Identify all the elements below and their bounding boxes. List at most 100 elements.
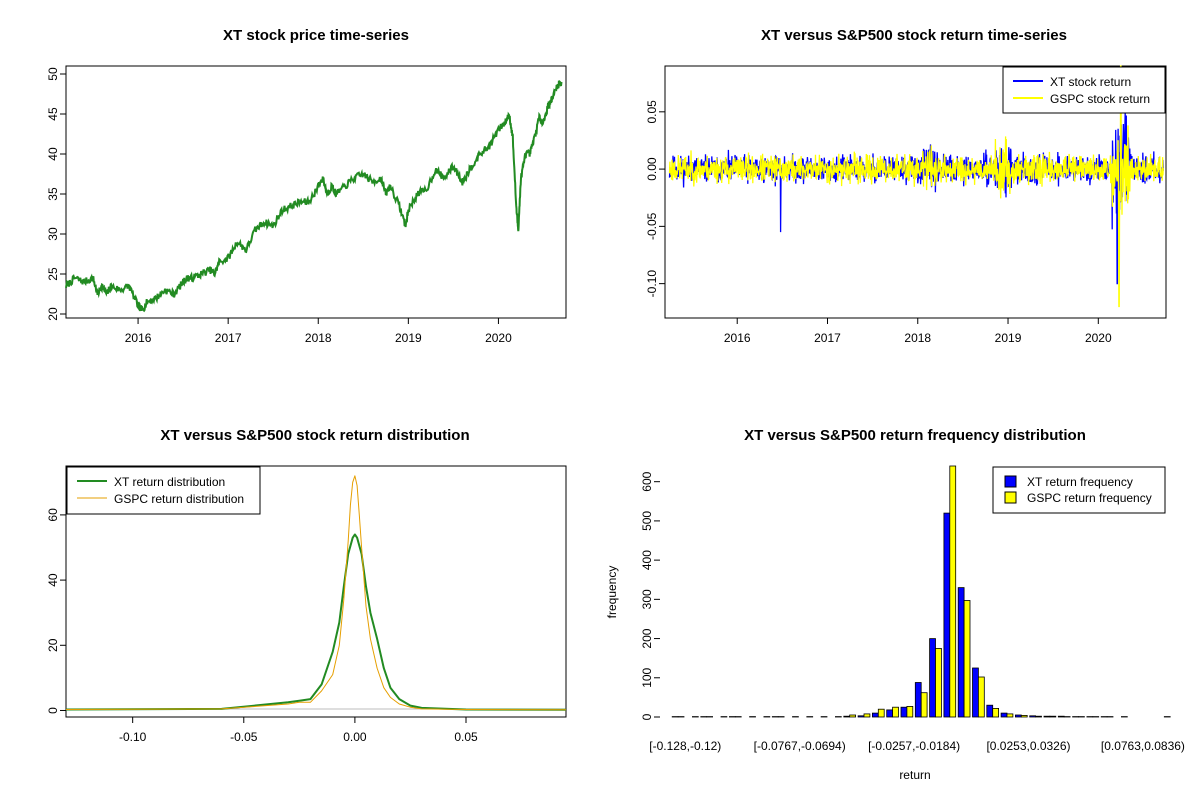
histogram-bar [892, 706, 899, 718]
y-axis: 0 100 200 300 400 500 600 [640, 471, 660, 720]
x-tick-label: [-0.0767,-0.0694) [754, 739, 846, 753]
x-tick-label: 2016 [724, 331, 751, 345]
legend-swatch [1004, 491, 1017, 504]
legend-box [1002, 66, 1166, 114]
y-axis: 20 25 30 35 40 45 50 [46, 67, 66, 321]
y-tick-label: 100 [640, 667, 654, 687]
histogram-bar [963, 600, 971, 718]
histogram-bar [1035, 715, 1042, 718]
histogram-bar [857, 715, 865, 718]
chart-title: XT versus S&P500 return frequency distri… [744, 427, 1086, 444]
histogram-bar [914, 682, 922, 718]
panel-price: XT stock price time-series 2016 2017 2018 2… [46, 27, 567, 345]
y-tick-label: 600 [640, 471, 654, 491]
x-tick-label: 0.05 [454, 730, 478, 744]
histogram-bar [1049, 715, 1057, 718]
y-tick-label: 500 [640, 511, 654, 531]
x-tick-label: 2019 [995, 331, 1022, 345]
x-axis: 2016 2017 2018 2019 2020 [125, 318, 512, 345]
density-series [65, 475, 567, 711]
x-tick-label: 2018 [904, 331, 931, 345]
histogram-bar [849, 714, 857, 718]
return-line [668, 110, 1164, 285]
y-tick-label: -0.05 [645, 212, 659, 240]
x-tick-label: [0.0253,0.0326) [986, 739, 1070, 753]
legend-box [66, 466, 261, 515]
histogram-bar [992, 708, 1000, 718]
histogram-bar [1000, 712, 1008, 718]
y-tick-label: 40 [46, 573, 60, 587]
x-tick-label: 2019 [395, 331, 422, 345]
legend-label: GSPC return distribution [114, 492, 244, 506]
y-tick-label: 0 [46, 707, 60, 714]
y-tick-label: -0.10 [645, 270, 659, 298]
y-axis: 0 20 40 60 [46, 508, 66, 714]
legend: XT return frequency GSPC return frequenc… [992, 466, 1166, 514]
return-series [668, 65, 1164, 308]
x-tick-label: -0.10 [119, 730, 147, 744]
density-line [65, 533, 567, 711]
legend: XT stock return GSPC stock return [1002, 66, 1166, 114]
chart-title: XT versus S&P500 stock return distributi… [160, 427, 469, 444]
x-axis: 2016 2017 2018 2019 2020 [724, 318, 1112, 345]
y-tick-label: 0.05 [645, 100, 659, 124]
x-tick-label: 2018 [305, 331, 332, 345]
histogram-bar [972, 667, 979, 718]
x-axis: -0.10 -0.05 0.00 0.05 [119, 717, 478, 744]
histogram-bar [978, 676, 985, 718]
x-tick-label: -0.05 [230, 730, 258, 744]
y-tick-label: 400 [640, 550, 654, 570]
legend-swatch [1004, 475, 1017, 488]
histogram-bar [986, 704, 994, 718]
histogram-bar [872, 712, 879, 718]
histogram-bar [949, 465, 957, 718]
plot-box [65, 65, 567, 319]
density-line [65, 475, 567, 711]
y-tick-label: 0.00 [645, 157, 659, 181]
y-tick-label: 300 [640, 589, 654, 609]
y-tick-label: 35 [46, 187, 60, 201]
x-tick-label: 0.00 [343, 730, 367, 744]
legend-label: XT return frequency [1027, 475, 1133, 489]
histogram-bar [935, 648, 942, 718]
price-series [65, 80, 563, 313]
y-tick-label: 30 [46, 227, 60, 241]
histogram-bar [1020, 715, 1028, 718]
histogram-bar [943, 512, 951, 718]
legend: XT return distribution GSPC return distr… [66, 466, 261, 515]
price-line [65, 80, 563, 313]
return-line [668, 65, 1164, 308]
histogram-bar [1029, 715, 1036, 718]
histogram-bar [1057, 715, 1065, 718]
histogram-bar [886, 709, 894, 718]
histogram-bar [843, 715, 851, 718]
histogram-bar [877, 708, 885, 718]
y-tick-label: 50 [46, 67, 60, 81]
panel-density: XT versus S&P500 stock return distributi… [46, 427, 567, 744]
y-tick-label: 0 [640, 713, 654, 720]
legend-label: GSPC stock return [1050, 92, 1150, 106]
legend-label: XT stock return [1050, 75, 1131, 89]
legend-label: GSPC return frequency [1027, 491, 1152, 505]
histogram-bar [920, 692, 928, 718]
x-tick-label: 2017 [814, 331, 841, 345]
histogram-bar [1015, 714, 1022, 718]
histogram-bar [906, 706, 914, 718]
chart-title: XT versus S&P500 stock return time-serie… [761, 27, 1067, 44]
histogram-bar [1006, 713, 1014, 718]
x-tick-label: [-0.0257,-0.0184) [868, 739, 960, 753]
plot-box [65, 465, 567, 718]
panel-returns: XT versus S&P500 stock return time-serie… [645, 27, 1167, 345]
histogram-bar [957, 587, 965, 718]
x-tick-label: 2016 [125, 331, 152, 345]
histogram-bar [900, 706, 908, 718]
y-tick-label: 25 [46, 267, 60, 281]
legend-label: XT return distribution [114, 475, 225, 489]
x-tick-label: [-0.128,-0.12) [649, 739, 721, 753]
x-tick-label: 2020 [485, 331, 512, 345]
panel-histogram: XT versus S&P500 return frequency distri… [605, 427, 1185, 782]
y-axis: -0.10 -0.05 0.00 0.05 [645, 100, 665, 297]
y-tick-label: 200 [640, 628, 654, 648]
histogram-bar [1043, 715, 1051, 718]
chart-title: XT stock price time-series [223, 27, 409, 44]
